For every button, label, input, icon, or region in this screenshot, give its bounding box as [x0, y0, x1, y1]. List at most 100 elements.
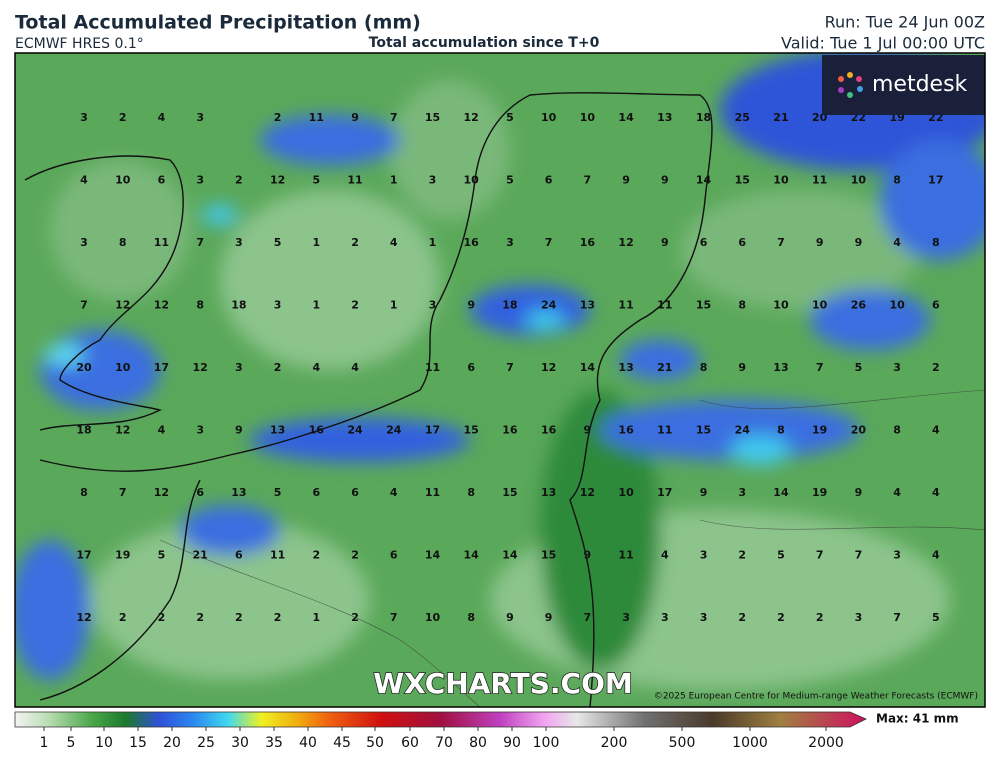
colorbar-label: 20 — [163, 735, 181, 751]
grid-value: 3 — [893, 549, 901, 562]
grid-value: 7 — [777, 236, 785, 249]
grid-value: 3 — [235, 361, 243, 374]
colorbar-label: 60 — [401, 735, 419, 751]
coastlines — [24, 92, 713, 707]
grid-value: 12 — [115, 299, 130, 312]
grid-value: 14 — [502, 549, 518, 562]
grid-value: 3 — [196, 174, 204, 187]
grid-value: 2 — [816, 611, 824, 624]
grid-value: 8 — [80, 486, 88, 499]
grid-value: 2 — [738, 611, 746, 624]
grid-value: 14 — [580, 361, 596, 374]
colorbar-label: 100 — [533, 735, 560, 751]
grid-value: 13 — [618, 361, 633, 374]
copyright: ©2025 European Centre for Medium-range W… — [654, 692, 978, 702]
grid-value: 8 — [777, 424, 785, 437]
grid-value: 6 — [196, 486, 204, 499]
grid-value: 24 — [541, 299, 557, 312]
value-grid: 3 2 4 3 2 11 9 7 15 12 5 10 10 14 13 18 25 21 20 22 19 224 10 6… — [76, 111, 943, 624]
grid-value: 3 — [700, 549, 708, 562]
grid-value: 13 — [541, 486, 556, 499]
colorbar-label: 15 — [129, 735, 147, 751]
grid-value: 10 — [851, 174, 867, 187]
grid-value: 7 — [545, 236, 553, 249]
grid-value: 5 — [506, 174, 514, 187]
colorbar-label: 1 — [40, 735, 49, 751]
grid-value: 19 — [812, 486, 827, 499]
grid-value: 9 — [816, 236, 824, 249]
borders — [159, 389, 985, 707]
grid-value: 18 — [76, 424, 91, 437]
grid-value: 13 — [270, 424, 285, 437]
grid-value: 2 — [274, 361, 282, 374]
grid-value: 16 — [580, 236, 596, 249]
grid-value: 16 — [309, 424, 325, 437]
grid-value: 2 — [235, 611, 243, 624]
grid-value: 12 — [154, 486, 169, 499]
grid-value: 6 — [932, 299, 940, 312]
colorbar-label: 50 — [366, 735, 384, 751]
grid-value: 9 — [545, 611, 553, 624]
grid-value: 9 — [351, 111, 359, 124]
grid-value: 18 — [231, 299, 246, 312]
grid-value: 3 — [893, 361, 901, 374]
grid-value: 17 — [928, 174, 943, 187]
grid-value: 9 — [584, 549, 592, 562]
colorbar-label: 30 — [231, 735, 249, 751]
grid-value: 2 — [274, 111, 282, 124]
grid-value: 1 — [312, 236, 320, 249]
grid-value: 11 — [618, 299, 633, 312]
colorbar-label: 10 — [95, 735, 113, 751]
grid-value: 12 — [154, 299, 169, 312]
grid-value: 14 — [696, 174, 712, 187]
grid-value: 6 — [390, 549, 398, 562]
grid-value: 10 — [115, 361, 131, 374]
grid-value: 4 — [158, 424, 166, 437]
grid-value: 19 — [812, 424, 827, 437]
grid-value: 12 — [580, 486, 595, 499]
grid-value: 24 — [347, 424, 363, 437]
grid-value: 16 — [618, 424, 634, 437]
grid-value: 12 — [193, 361, 208, 374]
subtitle: Total accumulation since T+0 — [369, 35, 600, 51]
grid-value: 5 — [312, 174, 320, 187]
grid-value: 3 — [80, 111, 88, 124]
valid: Valid: Tue 1 Jul 00:00 UTC — [781, 34, 985, 53]
grid-value: 2 — [351, 299, 359, 312]
colorbar-label: 45 — [333, 735, 351, 751]
grid-value: 15 — [696, 299, 711, 312]
precip-field — [15, 53, 985, 690]
grid-value: 5 — [932, 611, 940, 624]
grid-value: 9 — [235, 424, 243, 437]
grid-value: 4 — [158, 111, 166, 124]
colorbar-label: 35 — [265, 735, 283, 751]
grid-value: 5 — [855, 361, 863, 374]
grid-value: 7 — [584, 174, 592, 187]
grid-value: 10 — [889, 299, 905, 312]
grid-value: 9 — [700, 486, 708, 499]
grid-value: 9 — [738, 361, 746, 374]
grid-value: 4 — [893, 486, 901, 499]
colorbar-label: 80 — [469, 735, 487, 751]
grid-value: 11 — [618, 549, 633, 562]
grid-value: 3 — [506, 236, 514, 249]
logo-icon — [838, 72, 863, 98]
colorbar-ticks: 1 5 10 15 20 25 30 35 40 45 50 60 70 80 90 100 200 500 100… — [40, 727, 844, 751]
grid-value: 15 — [541, 549, 556, 562]
grid-value: 2 — [235, 174, 243, 187]
grid-value: 21 — [773, 111, 788, 124]
grid-value: 13 — [657, 111, 672, 124]
grid-value: 4 — [390, 236, 398, 249]
colorbar-label: 5 — [67, 735, 76, 751]
grid-value: 11 — [657, 424, 672, 437]
grid-value: 10 — [541, 111, 557, 124]
run: Run: Tue 24 Jun 00Z — [825, 13, 985, 32]
colorbar — [14, 711, 867, 728]
grid-value: 6 — [312, 486, 320, 499]
grid-value: 1 — [390, 299, 398, 312]
grid-value: 4 — [390, 486, 398, 499]
colorbar-label: 1000 — [732, 735, 768, 751]
title: Total Accumulated Precipitation (mm) — [15, 12, 421, 34]
